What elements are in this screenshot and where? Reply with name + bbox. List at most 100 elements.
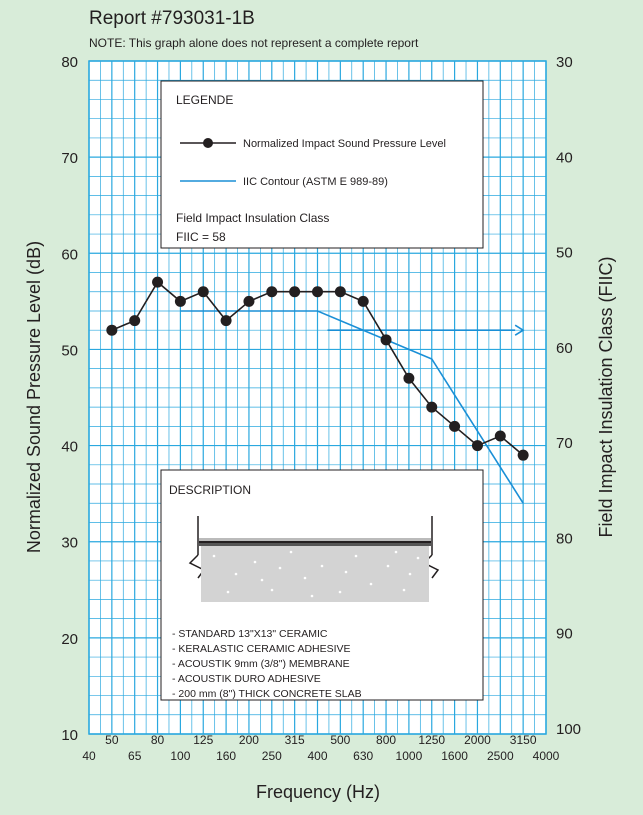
y2-axis-label: Field Impact Insulation Class (FIIC) xyxy=(596,256,616,537)
data-point xyxy=(403,372,415,384)
y-tick-label: 40 xyxy=(61,439,78,456)
impact-sound-series xyxy=(106,276,529,461)
y-axis-label: Normalized Sound Pressure Level (dB) xyxy=(24,241,44,553)
legend-box: LEGENDE Normalized Impact Sound Pressure… xyxy=(160,80,484,249)
x-tick-label-lower: 65 xyxy=(128,749,142,763)
description-item: - 200 mm (8") THICK CONCRETE SLAB xyxy=(172,688,362,700)
x-tick-label-lower: 100 xyxy=(170,749,190,763)
x-tick-label-lower: 630 xyxy=(353,749,373,763)
x-tick-label-upper: 315 xyxy=(285,733,305,747)
data-point xyxy=(243,295,255,307)
y2-tick-label: 40 xyxy=(556,149,573,166)
membrane-layer xyxy=(199,543,431,546)
data-point xyxy=(449,420,461,432)
data-point xyxy=(129,315,141,327)
concrete-aggregate xyxy=(212,550,420,598)
legend-fiic-label: Field Impact Insulation Class xyxy=(176,211,329,225)
aggregate-speck xyxy=(320,564,324,568)
data-point xyxy=(152,276,164,288)
x-axis-label: Frequency (Hz) xyxy=(256,782,380,802)
aggregate-speck xyxy=(338,590,342,594)
x-tick-label-lower: 1600 xyxy=(441,749,468,763)
x-tick-label-lower: 160 xyxy=(216,749,236,763)
contour-arrowhead xyxy=(514,324,525,336)
description-item: - ACOUSTIK DURO ADHESIVE xyxy=(172,673,321,685)
aggregate-speck xyxy=(260,578,264,582)
aggregate-speck xyxy=(212,554,216,558)
data-point xyxy=(266,286,278,298)
report-title: Report #793031-1B xyxy=(89,8,255,29)
ceramic-tile-layer xyxy=(199,538,431,541)
y-tick-label: 10 xyxy=(61,727,78,744)
y2-tick-label: 30 xyxy=(556,54,573,71)
x-tick-label-upper: 2000 xyxy=(464,733,491,747)
x-tick-label-lower: 2500 xyxy=(487,749,514,763)
aggregate-speck xyxy=(278,566,282,570)
x-tick-label-lower: 1000 xyxy=(396,749,423,763)
y2-tick-label: 50 xyxy=(556,245,573,262)
aggregate-speck xyxy=(303,576,307,580)
contour-line xyxy=(180,310,524,504)
data-point xyxy=(312,286,323,298)
data-point xyxy=(471,440,483,452)
y-axis-ticks: 10 20 30 40 50 60 70 80 xyxy=(61,54,78,744)
aggregate-speck xyxy=(408,572,412,576)
aggregate-speck xyxy=(369,582,373,586)
x-tick-label-upper: 500 xyxy=(330,733,350,747)
data-point xyxy=(426,401,438,413)
data-point xyxy=(380,334,392,346)
y2-axis-ticks: 100 90 80 70 60 50 40 30 xyxy=(556,54,581,738)
aggregate-speck xyxy=(354,554,358,558)
aggregate-speck xyxy=(253,560,257,564)
description-item: - ACOUSTIK 9mm (3/8") MEMBRANE xyxy=(172,658,350,670)
data-point xyxy=(220,315,232,327)
x-tick-label-upper: 50 xyxy=(105,733,119,747)
concrete-slab xyxy=(201,546,429,602)
x-tick-label-upper: 200 xyxy=(239,733,259,747)
y2-tick-label: 80 xyxy=(556,530,573,547)
x-tick-label-lower: 250 xyxy=(262,749,282,763)
x-tick-label-upper: 800 xyxy=(376,733,396,747)
plot-border xyxy=(88,60,547,735)
y-tick-label: 30 xyxy=(61,535,78,552)
legend-title: LEGENDE xyxy=(176,93,233,107)
x-tick-label-upper: 1250 xyxy=(418,733,445,747)
y-tick-label: 20 xyxy=(61,631,78,648)
aggregate-speck xyxy=(270,588,274,592)
y2-tick-label: 90 xyxy=(556,626,573,643)
data-point xyxy=(517,449,529,461)
aggregate-speck xyxy=(386,564,390,568)
legend-frame xyxy=(160,80,484,249)
data-point xyxy=(494,430,506,442)
data-point xyxy=(174,295,186,307)
y2-tick-label: 70 xyxy=(556,435,573,452)
x-tick-label-lower: 400 xyxy=(307,749,327,763)
x-tick-label-upper: 80 xyxy=(151,733,165,747)
y2-tick-label: 60 xyxy=(556,340,573,357)
y-tick-label: 80 xyxy=(61,54,78,71)
y-tick-label: 70 xyxy=(61,150,78,167)
data-point xyxy=(357,295,369,307)
x-axis-ticks: 50 80 125 200 315 500 800 1250 2000 3150 40 65 100 16… xyxy=(82,733,559,763)
aggregate-speck xyxy=(310,594,314,598)
y2-tick-label: 100 xyxy=(556,721,581,738)
x-tick-label-lower: 40 xyxy=(82,749,96,763)
y-tick-label: 60 xyxy=(61,246,78,263)
data-point xyxy=(106,324,118,336)
aggregate-speck xyxy=(402,588,406,592)
x-tick-label-upper: 3150 xyxy=(510,733,537,747)
report-note: NOTE: This graph alone does not represen… xyxy=(89,36,419,50)
data-point xyxy=(289,286,301,298)
description-box: DESCRIPTION - STANDARD 13"X13" CERAMIC- … xyxy=(160,469,484,701)
description-item: - KERALASTIC CERAMIC ADHESIVE xyxy=(172,643,351,655)
aggregate-speck xyxy=(394,550,398,554)
data-point xyxy=(197,286,209,298)
data-point xyxy=(334,286,346,298)
adhesive-layer xyxy=(199,541,431,543)
legend-item-series: Normalized Impact Sound Pressure Level xyxy=(243,138,446,150)
aggregate-speck xyxy=(234,572,238,576)
aggregate-speck xyxy=(344,570,348,574)
legend-series-marker xyxy=(203,138,213,148)
description-list: - STANDARD 13"X13" CERAMIC - KERALASTIC C… xyxy=(172,628,362,700)
